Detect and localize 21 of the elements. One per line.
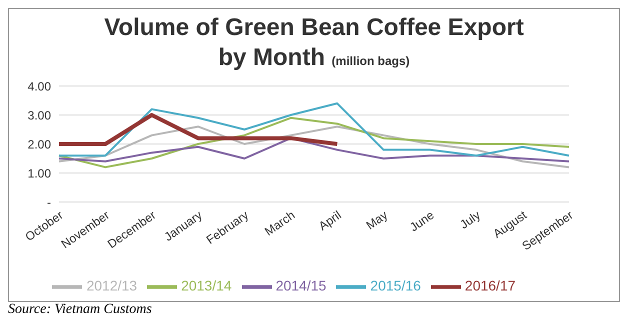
legend-label: 2015/16 — [370, 278, 421, 294]
line-series — [58, 137, 570, 162]
legend-label: 2013/14 — [181, 278, 232, 294]
y-tick-label: 3.00 — [28, 108, 52, 122]
y-tick-label: 2.00 — [28, 137, 52, 152]
line-series — [58, 102, 570, 157]
line-series — [58, 116, 570, 168]
chart-title: Volume of Green Bean Coffee Export — [104, 14, 524, 41]
x-tick-label: July — [457, 208, 483, 232]
legend-label: 2016/17 — [464, 278, 516, 294]
y-tick-label: - — [47, 195, 51, 210]
source-note: Source: Vietnam Customs — [8, 302, 153, 318]
x-tick-label: May — [364, 208, 390, 232]
chart-subtitle: by Month — [218, 44, 325, 71]
x-tick-label: June — [407, 208, 437, 234]
y-axis-title: (million bags) — [332, 54, 410, 68]
y-tick-label: 1.00 — [28, 166, 52, 180]
line-series — [58, 126, 570, 168]
legend-label: 2014/15 — [276, 278, 326, 294]
legend-label: 2012/13 — [86, 278, 138, 294]
y-tick-label: 4.00 — [28, 79, 52, 94]
